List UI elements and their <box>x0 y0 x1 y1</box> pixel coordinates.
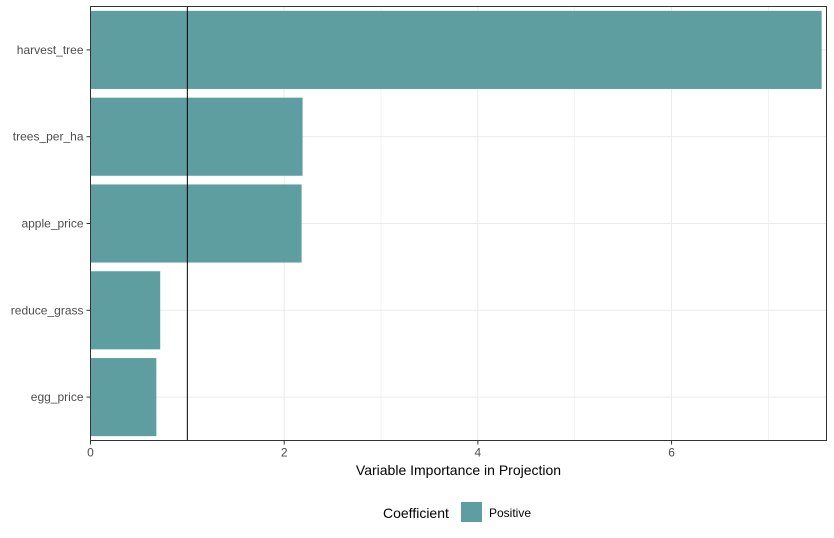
legend-title: Coefficient <box>383 505 449 521</box>
x-axis-ticks: 0 2 4 6 <box>87 440 675 460</box>
bar-reduce-grass <box>90 271 161 350</box>
x-axis-title: Variable Importance in Projection <box>356 462 561 478</box>
y-axis-ticks: harvest_tree trees_per_ha apple_pricereduc… <box>11 43 91 404</box>
x-tick-label: 4 <box>475 446 482 460</box>
legend: Coefficient Positive <box>383 502 531 522</box>
x-tick-label: 0 <box>87 446 94 460</box>
bar-apple-price <box>90 184 302 263</box>
y-tick-label: harvest_tree <box>17 43 84 57</box>
x-tick-label: 6 <box>668 446 675 460</box>
y-tick-label: trees_per_ha <box>13 130 84 144</box>
x-tick-label: 2 <box>281 446 288 460</box>
y-tick-label: egg_price <box>31 390 84 404</box>
y-tick-label: apple_price <box>21 217 83 231</box>
bar-harvest-tree <box>90 10 822 89</box>
bar-egg-price <box>90 358 157 437</box>
legend-label-positive: Positive <box>489 506 531 520</box>
y-tick-label: reduce_grass <box>11 303 84 317</box>
bar-trees-per-ha <box>90 97 303 176</box>
legend-key-positive <box>461 502 482 522</box>
bars <box>90 10 822 437</box>
